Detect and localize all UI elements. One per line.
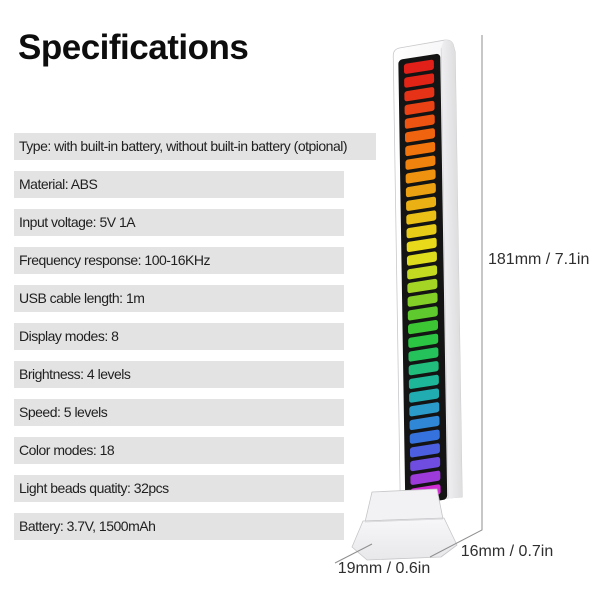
led-segment xyxy=(409,415,440,431)
light-bar-side-face xyxy=(441,40,463,499)
led-strip xyxy=(403,59,441,499)
led-segment xyxy=(410,470,441,485)
height-dimension-line xyxy=(429,35,483,558)
led-segment xyxy=(408,333,439,348)
led-segment xyxy=(407,265,438,280)
spec-row: Input voltage: 5V 1A xyxy=(14,209,344,236)
led-segment xyxy=(405,155,436,170)
led-segment xyxy=(404,100,435,115)
led-segment xyxy=(404,73,435,88)
led-segment xyxy=(405,141,436,157)
width-dimension-line xyxy=(334,543,373,564)
led-segment xyxy=(407,278,438,294)
led-segment xyxy=(408,374,439,389)
height-dimension-label: 181mm / 7.1in xyxy=(488,251,589,268)
base-collar xyxy=(364,488,444,523)
page-title: Specifications xyxy=(18,28,249,67)
led-segment xyxy=(406,224,437,239)
led-segment xyxy=(405,183,436,198)
spec-list: Type: with built-in battery, without bui… xyxy=(14,133,376,551)
spec-row: USB cable length: 1m xyxy=(14,285,344,312)
spec-row: Battery: 3.7V, 1500mAh xyxy=(14,513,344,540)
spec-row: Frequency response: 100-16KHz xyxy=(14,247,344,274)
led-segment xyxy=(409,429,440,444)
light-bar-edge xyxy=(440,48,449,499)
width-dimension-label: 19mm / 0.6in xyxy=(338,560,430,577)
led-segment xyxy=(406,196,437,211)
led-segment xyxy=(404,114,435,129)
led-segment xyxy=(405,169,436,184)
depth-dimension-label: 16mm / 0.7in xyxy=(461,543,553,560)
spec-row: Color modes: 18 xyxy=(14,437,344,464)
led-segment xyxy=(404,128,436,143)
base-crease xyxy=(364,518,444,523)
led-segment xyxy=(407,292,438,307)
led-segment xyxy=(406,237,437,252)
led-segment xyxy=(403,59,434,74)
led-segment xyxy=(406,210,437,225)
spec-row: Material: ABS xyxy=(14,171,344,198)
led-segment xyxy=(409,443,440,458)
light-bar xyxy=(392,39,463,506)
base-flare xyxy=(351,517,458,561)
stand-base xyxy=(351,488,458,561)
spec-row: Type: with built-in battery, without bui… xyxy=(14,133,376,160)
spec-row: Brightness: 4 levels xyxy=(14,361,344,388)
led-segment xyxy=(409,388,440,403)
spec-row: Light beads quatity: 32pcs xyxy=(14,475,344,502)
led-segment xyxy=(408,361,439,376)
product-figure: 181mm / 7.1in 19mm / 0.6in 16mm / 0.7in xyxy=(334,35,589,577)
spec-row: Speed: 5 levels xyxy=(14,399,344,426)
spec-row: Display modes: 8 xyxy=(14,323,344,350)
led-segment xyxy=(408,320,439,335)
led-segment xyxy=(410,456,441,472)
led-segment xyxy=(408,347,439,362)
led-segment xyxy=(404,87,435,102)
led-segment xyxy=(407,306,438,321)
led-segment xyxy=(406,251,437,266)
led-segment xyxy=(409,402,440,417)
